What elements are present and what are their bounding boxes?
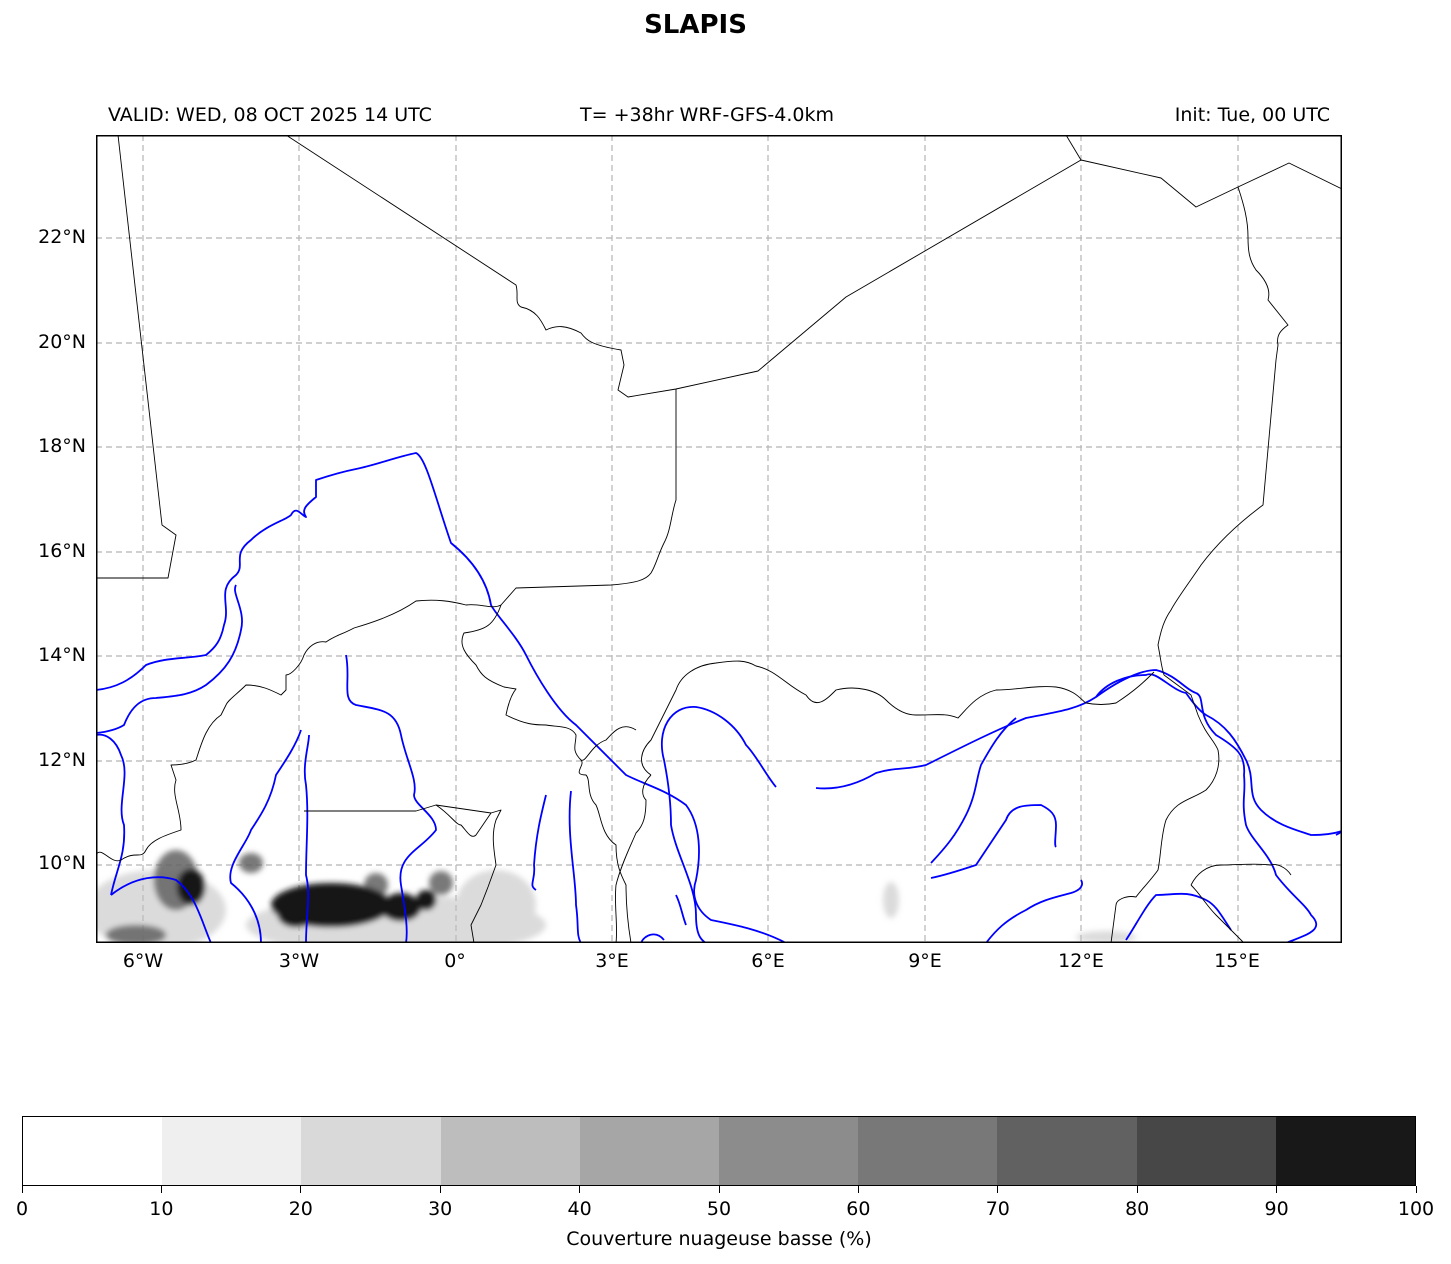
colorbar-tick	[1276, 1186, 1278, 1193]
forecast-step-label: T= +38hr WRF-GFS-4.0km	[580, 104, 834, 126]
colorbar-segment	[162, 1117, 302, 1185]
colorbar-tick	[857, 1186, 859, 1193]
colorbar-segment	[719, 1117, 859, 1185]
lon-label-15e: 15°E	[1214, 950, 1260, 972]
colorbar-tick-label: 80	[1125, 1198, 1150, 1220]
rivers	[96, 452, 1342, 943]
cloud-cover-field	[96, 850, 1136, 943]
lon-label-0: 0°	[444, 950, 466, 972]
lat-label-22n: 22°N	[38, 226, 86, 248]
country-borders	[96, 135, 1342, 943]
colorbar-tick	[160, 1186, 162, 1193]
colorbar-tick-label: 40	[567, 1198, 592, 1220]
gridlines	[96, 135, 1342, 943]
lon-label-3e: 3°E	[595, 950, 629, 972]
colorbar-segment	[858, 1117, 998, 1185]
colorbar-segment	[440, 1117, 580, 1185]
colorbar-label: Couverture nuageuse basse (%)	[566, 1228, 872, 1250]
colorbar-segment	[1136, 1117, 1276, 1185]
colorbar-tick-label: 30	[428, 1198, 453, 1220]
colorbar-tick-label: 0	[15, 1198, 29, 1220]
init-time-label: Init: Tue, 00 UTC	[1174, 104, 1330, 126]
colorbar-tick	[718, 1186, 720, 1193]
colorbar-tick	[300, 1186, 302, 1193]
lat-label-14n: 14°N	[38, 644, 86, 666]
colorbar-segment	[1275, 1117, 1416, 1185]
colorbar-tick-label: 20	[288, 1198, 313, 1220]
lat-label-10n: 10°N	[38, 852, 86, 874]
colorbar-tick	[997, 1186, 999, 1193]
valid-time-label: VALID: WED, 08 OCT 2025 14 UTC	[108, 104, 432, 126]
lon-label-3w: 3°W	[278, 950, 320, 972]
lat-label-20n: 20°N	[38, 331, 86, 353]
colorbar-tick	[1415, 1186, 1417, 1193]
lon-label-9e: 9°E	[908, 950, 942, 972]
map-plot	[96, 135, 1342, 943]
colorbar-tick-label: 90	[1264, 1198, 1289, 1220]
colorbar-tick-label: 70	[985, 1198, 1010, 1220]
colorbar-segment	[301, 1117, 441, 1185]
colorbar-tick-label: 100	[1397, 1198, 1435, 1220]
lon-label-6e: 6°E	[751, 950, 785, 972]
lat-label-12n: 12°N	[38, 749, 86, 771]
colorbar	[22, 1116, 1416, 1186]
colorbar-segment	[23, 1117, 163, 1185]
colorbar-tick-label: 60	[846, 1198, 871, 1220]
colorbar-tick	[579, 1186, 581, 1193]
lon-label-6w: 6°W	[122, 950, 164, 972]
lon-label-12e: 12°E	[1058, 950, 1104, 972]
colorbar-tick	[21, 1186, 23, 1193]
colorbar-segment	[579, 1117, 720, 1185]
colorbar-tick	[439, 1186, 441, 1193]
map-title: SLAPIS	[644, 10, 747, 40]
lat-label-18n: 18°N	[38, 435, 86, 457]
colorbar-tick-label: 50	[706, 1198, 732, 1220]
colorbar-segment	[997, 1117, 1137, 1185]
map-frame	[96, 135, 1342, 943]
lat-label-16n: 16°N	[38, 540, 86, 562]
colorbar-tick	[1136, 1186, 1138, 1193]
colorbar-tick-label: 10	[149, 1198, 174, 1220]
